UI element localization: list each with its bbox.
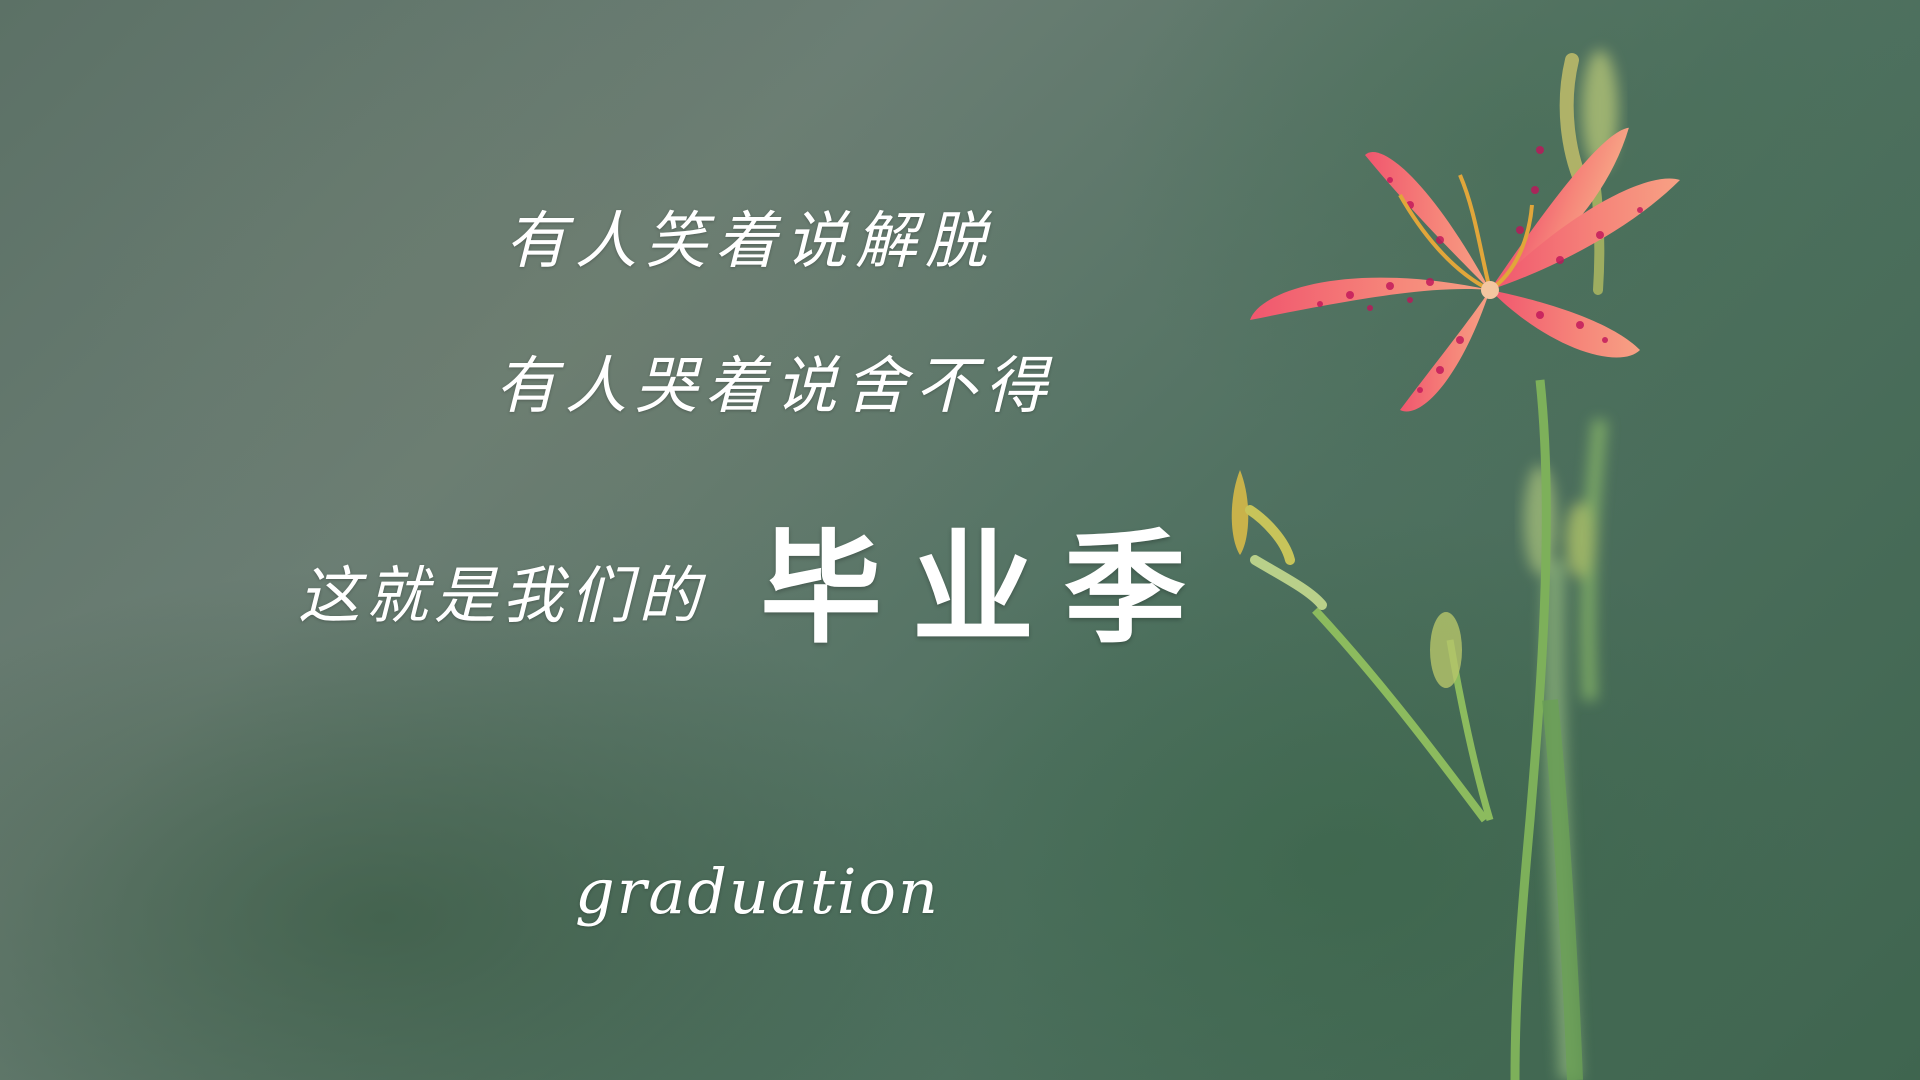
graduation-subtitle: graduation — [575, 855, 940, 928]
poem-line-3-prefix: 这就是我们的 — [298, 559, 707, 632]
poem-line-2: 有人哭着说舍不得 — [495, 349, 1056, 422]
graduation-season-headline: 毕业季 — [760, 516, 1216, 660]
poem-line-1: 有人笑着说解脱 — [505, 204, 996, 277]
lily-flower — [1250, 127, 1680, 412]
